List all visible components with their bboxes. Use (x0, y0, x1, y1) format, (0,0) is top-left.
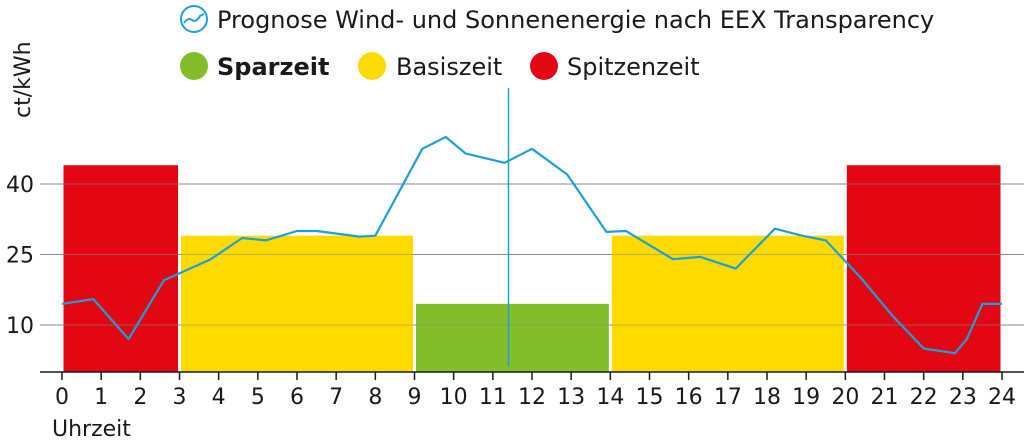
x-tick-label: 5 (251, 385, 265, 410)
basiszeit-swatch (358, 52, 386, 80)
x-tick-label: 13 (557, 385, 585, 410)
band-spitzenzeit-4 (846, 165, 1001, 372)
series-line-0 (61, 135, 1002, 355)
x-tick-label: 11 (479, 385, 507, 410)
x-tick-label: 21 (871, 385, 899, 410)
legend-line-label: Prognose Wind- und Sonnenenergie nach EE… (217, 6, 934, 34)
y-tick-label: 40 (6, 173, 34, 198)
legend-basiszeit: Basiszeit (358, 52, 502, 81)
x-tick-label: 2 (133, 385, 147, 410)
x-tick-label: 20 (831, 385, 859, 410)
x-tick-label: 6 (290, 385, 304, 410)
x-tick-label: 9 (408, 385, 422, 410)
x-tick-label: 15 (636, 385, 664, 410)
x-axis-label: Uhrzeit (52, 417, 131, 440)
x-tick-label: 17 (714, 385, 742, 410)
x-tick-label: 8 (368, 385, 382, 410)
x-tick-label: 19 (792, 385, 820, 410)
x-tick-label: 14 (596, 385, 624, 410)
legend: Prognose Wind- und Sonnenenergie nach EE… (180, 5, 934, 81)
x-tick-label: 7 (329, 385, 343, 410)
x-tick-label: 1 (94, 385, 108, 410)
basiszeit-label: Basiszeit (396, 53, 502, 81)
x-tick-label: 16 (675, 385, 703, 410)
x-tick-label: 18 (753, 385, 781, 410)
spitzenzeit-label: Spitzenzeit (567, 53, 700, 81)
band-basiszeit-3 (611, 235, 844, 372)
x-tick-label: 0 (55, 385, 69, 410)
x-axis-ticks: 0 1 2 3 4 5 6 7 8 9 10 11 12 13 14 15 16 17 18 19 20 21 22 23 24 (55, 372, 1016, 410)
spitzenzeit-swatch (530, 52, 558, 80)
x-tick-label: 24 (988, 385, 1016, 410)
x-tick-label: 22 (910, 385, 938, 410)
x-tick-label: 4 (212, 385, 226, 410)
sparzeit-swatch (180, 52, 208, 80)
x-tick-label: 12 (518, 385, 546, 410)
sparzeit-label: Sparzeit (217, 53, 329, 81)
forecast-series (61, 135, 1003, 355)
x-tick-label: 3 (173, 385, 187, 410)
legend-sparzeit: Sparzeit (180, 52, 329, 81)
legend-line-icon (180, 5, 208, 33)
legend-spitzenzeit: Spitzenzeit (530, 52, 700, 81)
y-tick-label: 10 (6, 314, 34, 339)
band-sparzeit-2 (416, 303, 609, 372)
x-tick-label: 10 (440, 385, 468, 410)
tariff-bands (63, 165, 1001, 372)
band-spitzenzeit-0 (63, 165, 178, 372)
y-tick-label: 25 (6, 244, 34, 269)
y-axis-ticks: 10 25 40 (6, 173, 34, 339)
band-basiszeit-1 (181, 235, 413, 372)
x-tick-label: 23 (949, 385, 977, 410)
y-axis-label: ct/kWh (11, 41, 36, 118)
